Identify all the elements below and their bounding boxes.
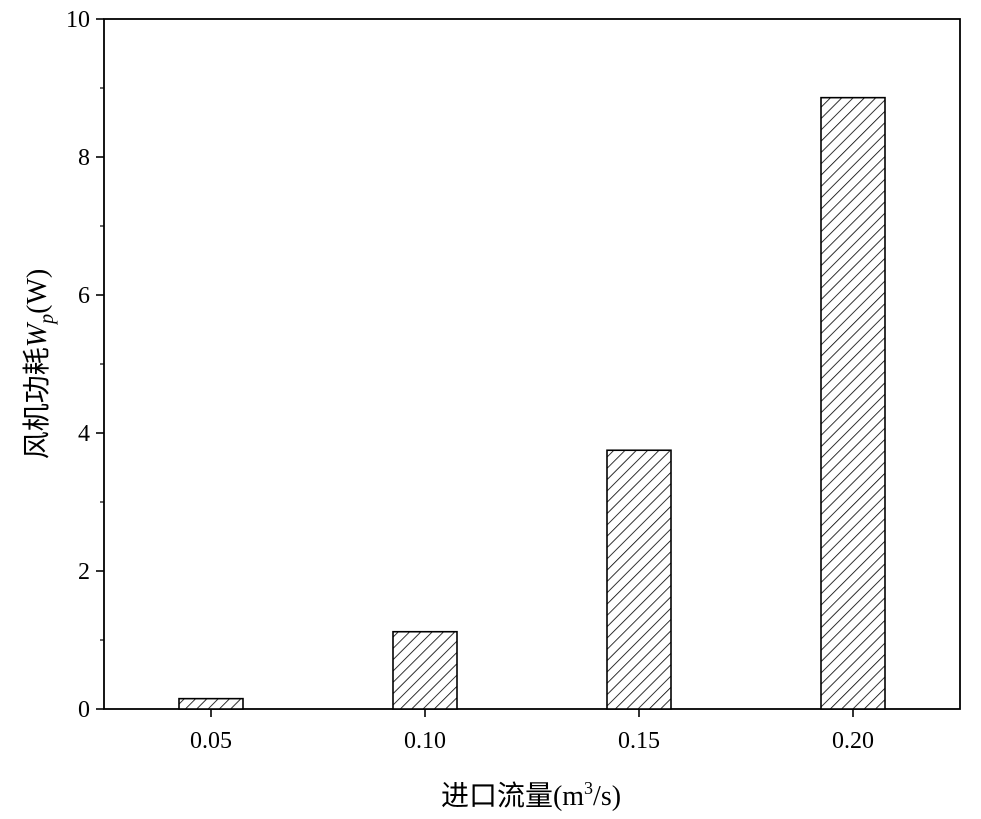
x-tick-label: 0.10 [404,728,446,754]
y-tick-label: 6 [78,283,90,309]
x-tick-label: 0.05 [190,728,232,754]
y-tick-label: 4 [78,421,90,447]
bars-group [178,96,886,710]
bar-0.15 [606,449,672,710]
bar-0.20 [820,96,886,710]
x-axis: 0.05 0.10 0.15 0.20 [190,709,874,754]
y-axis-title: 风机功耗Wp(W) [21,269,58,459]
x-axis-title: 进口流量(m3/s) [441,778,621,812]
y-tick-label: 0 [78,697,90,723]
y-tick-label: 2 [78,559,90,585]
bar-0.10 [392,630,458,710]
y-tick-label: 8 [78,145,90,171]
x-tick-label: 0.15 [618,728,660,754]
y-axis-title-subscript: p [36,314,58,326]
y-axis-title-unit: (W) [22,269,53,314]
x-tick-label: 0.20 [832,728,874,754]
bar-0.05 [178,697,244,710]
x-axis-title-superscript: 3 [584,778,593,798]
y-axis-title-variable: W [22,321,53,347]
y-axis: 0 2 4 6 8 10 [66,7,104,723]
x-axis-title-end: /s) [593,781,621,812]
y-tick-label: 10 [66,7,90,33]
